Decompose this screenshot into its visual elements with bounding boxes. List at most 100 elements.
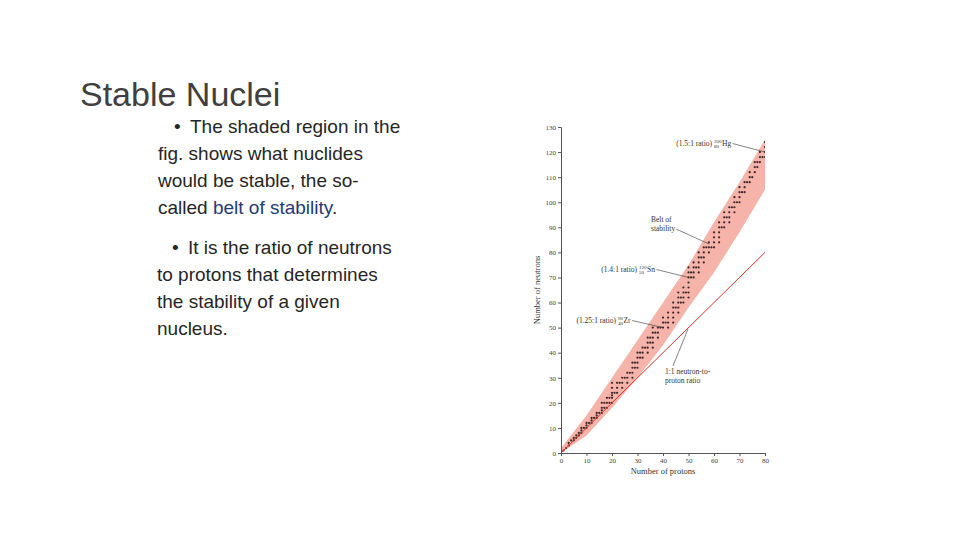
y-axis-tick-label: 70 [549, 274, 557, 282]
nuclide-point [585, 424, 587, 426]
nuclide-point [591, 417, 593, 419]
nuclide-point [642, 352, 644, 354]
y-axis-tick: 90 [549, 224, 561, 232]
nuclide-point [621, 382, 623, 384]
nuclide-point [667, 311, 669, 313]
nuclide-point [631, 377, 633, 379]
x-axis-title: Number of protons [631, 466, 696, 476]
bullet-text: belt of stability [213, 197, 334, 218]
nuclide-point [738, 196, 740, 198]
y-axis-tick-mark [558, 127, 561, 128]
bullet-line: nucleus. [157, 318, 228, 339]
nuclide-point [608, 402, 610, 404]
nuclide-point [611, 387, 613, 389]
nuclide-point [759, 156, 761, 158]
nuclide-point [736, 201, 738, 203]
nuclide-point [705, 246, 707, 248]
x-axis-tick-label: 70 [737, 457, 745, 465]
nuclide-point [733, 211, 735, 213]
nuclide-point [677, 306, 679, 308]
bullet-text: It is the ratio of neutrons [188, 237, 392, 258]
nuclide-point [754, 171, 756, 173]
nuclide-point [761, 156, 763, 158]
nuclide-point [606, 402, 608, 404]
nuclide-point [596, 414, 598, 416]
nuclide-point [652, 342, 654, 344]
nuclide-point [616, 387, 618, 389]
annotation-leader [676, 229, 709, 244]
nuclide-point [687, 266, 689, 268]
nuclide-point [718, 241, 720, 243]
nuclide-point [616, 382, 618, 384]
slide: Stable Nuclei•The shaded region in thefi… [0, 0, 960, 540]
y-axis-tick-mark [558, 202, 561, 203]
nuclide-point [611, 382, 613, 384]
y-axis-tick-mark [558, 378, 561, 379]
nuclide-point [580, 427, 582, 429]
nuclide-point [682, 291, 684, 293]
bullet-line: the stability of a given [157, 291, 340, 312]
y-axis-tick-mark [558, 403, 561, 404]
nuclide-point [596, 412, 598, 414]
nuclide-point [639, 352, 641, 354]
x-axis-tick-mark [587, 453, 588, 456]
y-axis-tick-mark [558, 303, 561, 304]
nuclide-point [649, 342, 651, 344]
y-axis-tick-mark [558, 252, 561, 253]
nuclide-leader [632, 321, 663, 328]
nuclide-point [698, 256, 700, 258]
x-axis-tick-mark [638, 453, 639, 456]
nuclide-point [626, 377, 628, 379]
nuclide-point [631, 367, 633, 369]
nuclide-point [575, 434, 577, 436]
nuclide-point [621, 377, 623, 379]
nuclide-point [603, 402, 605, 404]
bullet-text: to protons that determines [157, 264, 378, 285]
x-axis-tick-mark [765, 453, 766, 456]
nuclide-point [634, 362, 636, 364]
y-axis-tick-mark [558, 353, 561, 354]
nuclide-point [728, 206, 730, 208]
nuclide-point [749, 181, 751, 183]
nuclide-point [593, 417, 595, 419]
bullet-line: to protons that determines [157, 264, 378, 285]
nuclide-point [749, 176, 751, 178]
nuclide-point [644, 347, 646, 349]
nuclide-point [677, 311, 679, 313]
nuclide-point [677, 301, 679, 303]
nuclide-point [693, 261, 695, 263]
nuclide-point [677, 291, 679, 293]
nuclide-point [672, 306, 674, 308]
nuclide-point [616, 392, 618, 394]
nuclide-point [693, 276, 695, 278]
bullet-text: called [158, 197, 213, 218]
nuclide-point [764, 141, 765, 143]
nuclide-point [744, 191, 746, 193]
nuclide-point [690, 271, 692, 273]
y-axis-tick: 30 [549, 375, 561, 383]
annotation-text: Belt of [651, 215, 672, 224]
plot-area [561, 140, 765, 453]
nuclide-point [721, 226, 723, 228]
nuclide-point [723, 216, 725, 218]
nuclide-leader [733, 144, 765, 153]
x-axis-tick-mark [689, 453, 690, 456]
y-axis-tick: 120 [546, 149, 562, 157]
nuclide-point [685, 291, 687, 293]
nuclide-point [708, 241, 710, 243]
nuclide-symbol: Zr [624, 316, 632, 325]
nuclide-point [703, 261, 705, 263]
nuclide-point [700, 256, 702, 258]
x-axis-tick-label: 60 [711, 457, 719, 465]
nuclide-point [636, 367, 638, 369]
nuclide-point [601, 409, 603, 411]
nuclide-point [639, 357, 641, 359]
nuclide-point [728, 216, 730, 218]
nuclide-point [708, 251, 710, 253]
annotation-text: 1:1 neutron-to- [665, 367, 711, 376]
bullet-text: . [332, 197, 337, 218]
nuclide-point [657, 332, 659, 334]
nuclide-point [667, 327, 669, 329]
nuclide-point [652, 347, 654, 349]
nuclide-point [744, 181, 746, 183]
